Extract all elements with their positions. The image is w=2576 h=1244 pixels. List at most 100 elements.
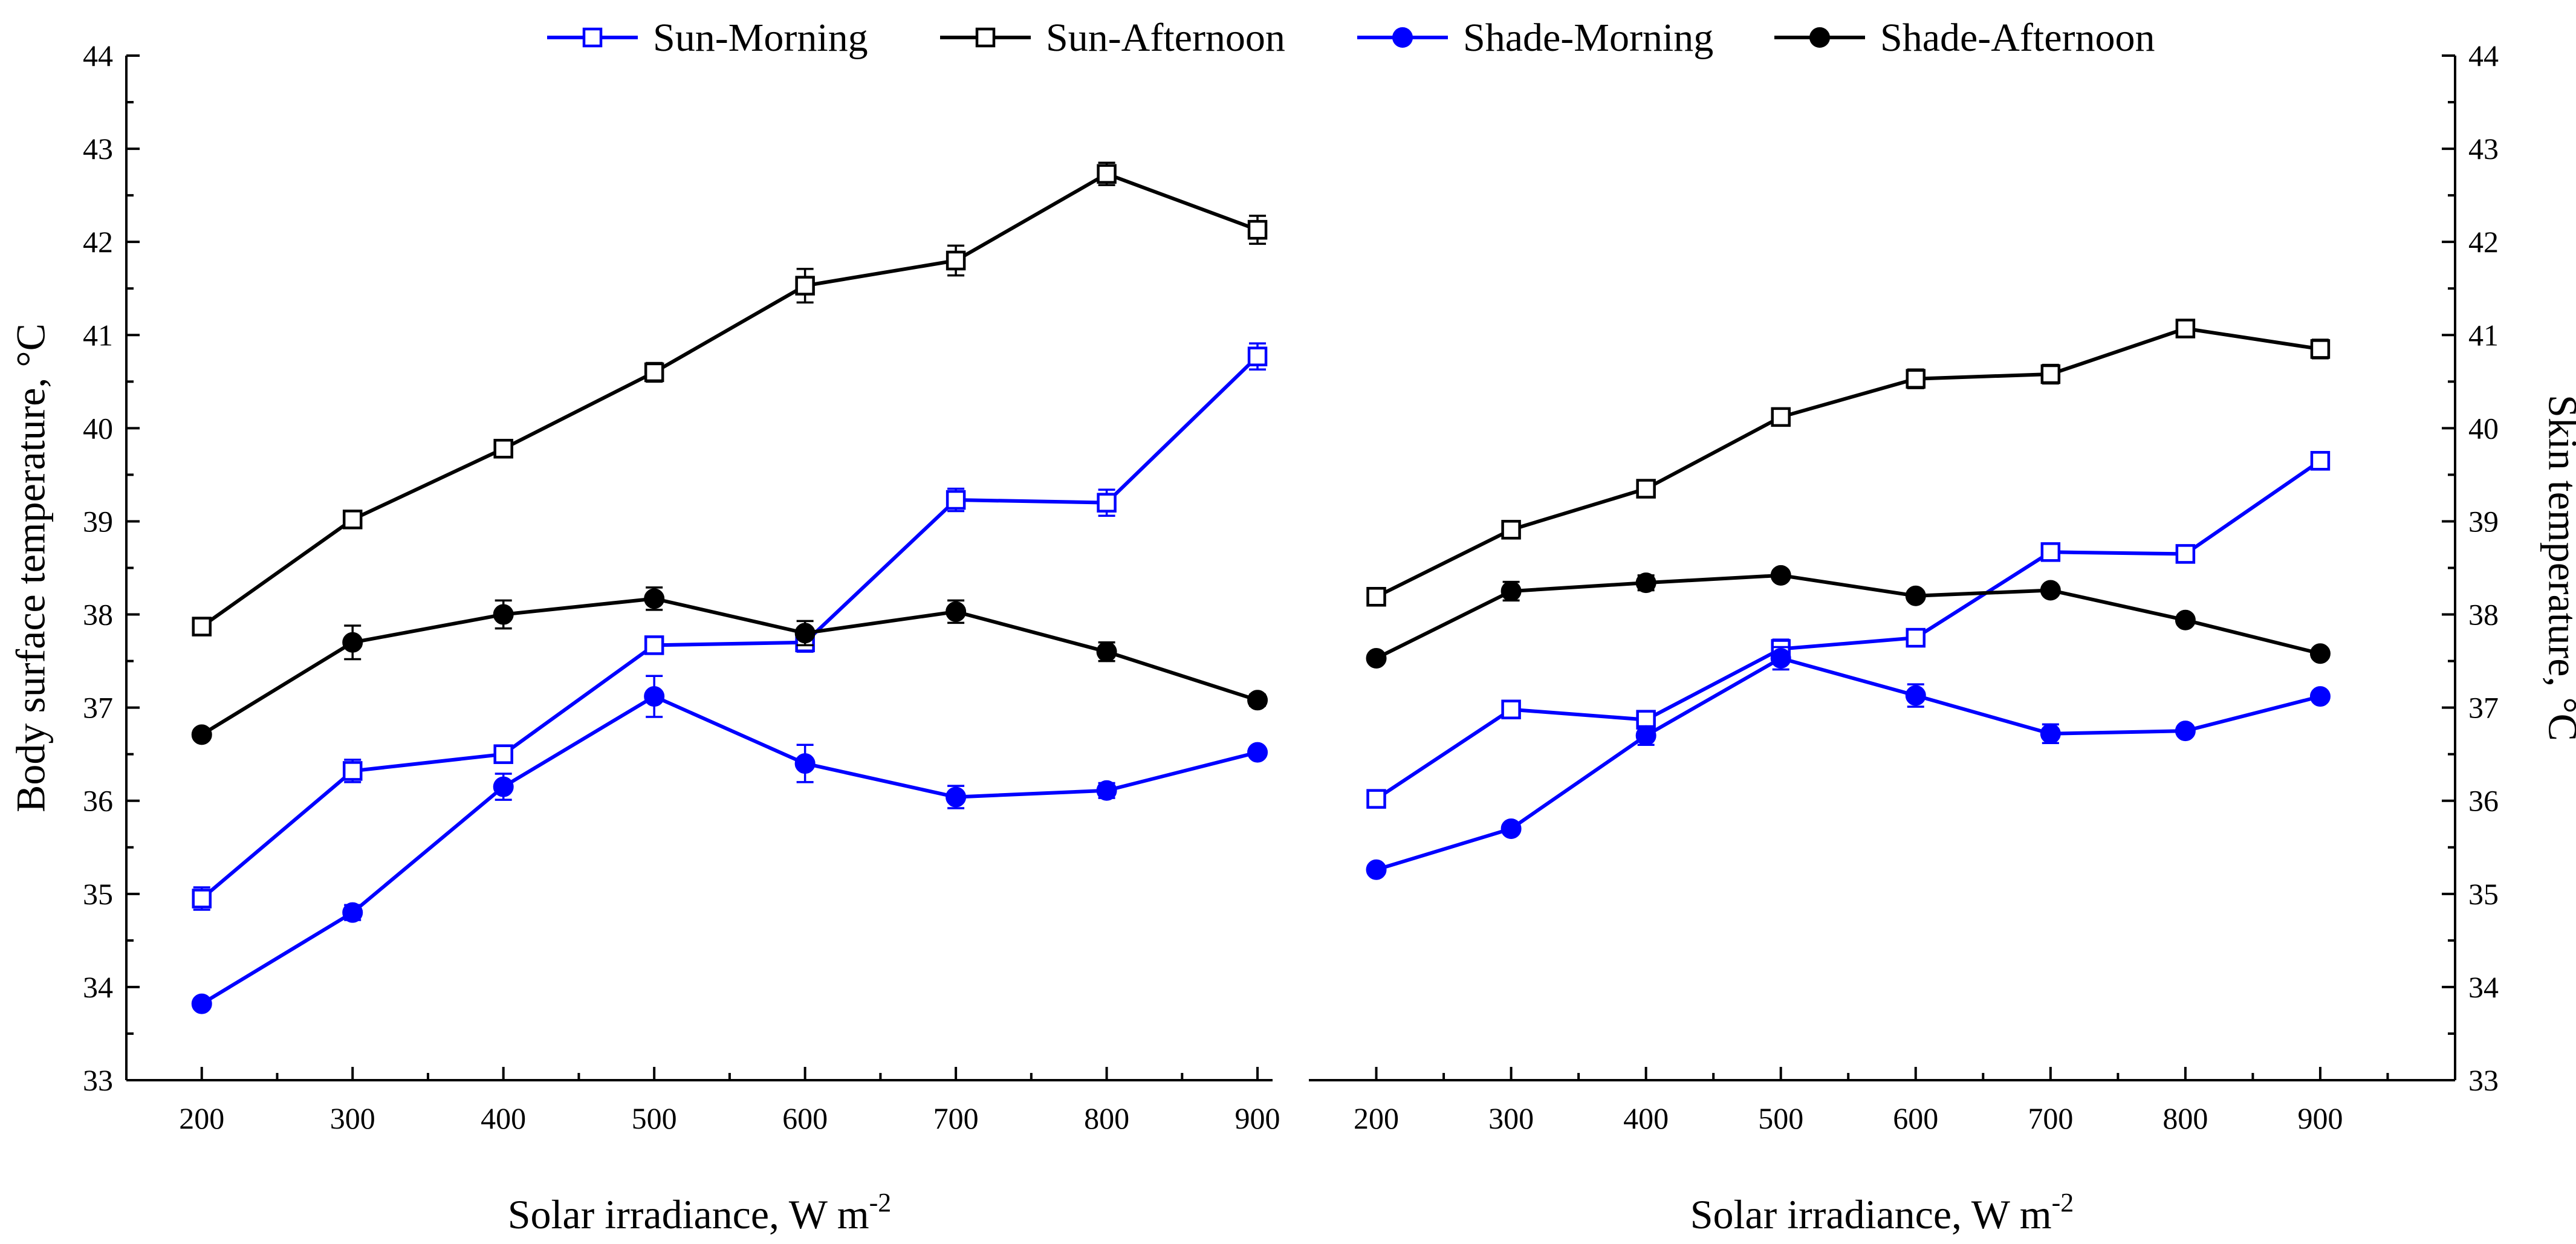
series-line-sun-afternoon	[1375, 326, 2321, 598]
x-axis-label-text: Solar irradiance, W m	[508, 1191, 869, 1237]
data-point-sun-afternoon	[1636, 479, 1656, 499]
x-tick-label: 800	[2162, 1101, 2208, 1135]
y-tick-label: 36	[83, 784, 113, 818]
data-point-sun-afternoon	[1501, 520, 1521, 540]
x-tick-label: 500	[632, 1101, 677, 1135]
legend-label: Shade-Afternoon	[1880, 16, 2155, 60]
series-shade-morning	[191, 675, 1268, 1014]
data-point-shade-afternoon	[946, 601, 967, 622]
x-tick-label: 300	[1488, 1101, 1534, 1135]
x-tick-label: 900	[1235, 1101, 1280, 1135]
data-point-shade-morning	[1635, 725, 1656, 746]
data-point-shade-morning	[2309, 686, 2331, 707]
data-point-shade-afternoon	[1096, 641, 1117, 662]
data-point-shade-morning	[794, 753, 816, 774]
data-point-sun-morning	[946, 490, 966, 510]
x-axis-label: Solar irradiance, W m-2	[508, 1188, 892, 1237]
y-tick-label: 37	[2468, 691, 2499, 725]
y-axis-label: Skin temperature, °C	[2540, 395, 2576, 741]
x-tick-label: 800	[1084, 1101, 1129, 1135]
data-point-sun-morning	[342, 761, 363, 781]
series-line-sun-morning	[1375, 459, 2321, 801]
x-axis-label-superscript: -2	[2052, 1188, 2074, 1217]
data-point-shade-afternoon	[644, 588, 665, 609]
data-point-sun-afternoon	[1247, 219, 1268, 240]
data-point-shade-afternoon	[1501, 581, 1522, 602]
y-tick-label: 35	[2468, 877, 2499, 911]
legend-item-shade-afternoon: Shade-Afternoon	[1774, 16, 2155, 60]
legend-item-sun-morning: Sun-Morning	[547, 16, 868, 60]
data-point-sun-morning	[2040, 542, 2061, 562]
y-axis-label: Body surface temperature, °C	[8, 323, 54, 812]
x-tick-label: 300	[330, 1101, 375, 1135]
legend-label: Sun-Afternoon	[1046, 16, 1285, 60]
legend-label: Sun-Morning	[653, 16, 868, 60]
x-axis-label-superscript: -2	[869, 1188, 892, 1217]
x-tick-label: 400	[1623, 1101, 1669, 1135]
series-line-shade-morning	[201, 694, 1258, 1006]
x-tick-label: 700	[933, 1101, 979, 1135]
data-point-shade-afternoon	[1247, 690, 1268, 711]
data-point-shade-morning	[342, 902, 363, 923]
y-tick-label: 44	[83, 39, 113, 73]
data-point-sun-morning	[2310, 451, 2331, 471]
data-point-shade-morning	[1096, 780, 1117, 801]
series-line-sun-afternoon	[200, 172, 1259, 629]
x-tick-label: 600	[1893, 1101, 1938, 1135]
y-tick-label: 39	[2468, 504, 2499, 538]
right-panel: 33 34 35 36 37 38 39 40 41 42 43 44 200 300 400 500 600 7…	[1309, 39, 2576, 1237]
x-tick-label: 200	[1354, 1101, 1399, 1135]
x-tick-label: 500	[1758, 1101, 1803, 1135]
data-point-sun-morning	[493, 744, 513, 764]
data-point-sun-afternoon	[946, 250, 966, 271]
data-point-sun-morning	[192, 889, 212, 909]
legend-label: Shade-Morning	[1463, 16, 1713, 60]
data-point-shade-morning	[1905, 685, 1926, 706]
y-tick-label: 41	[83, 318, 113, 352]
y-tick-label: 42	[2468, 225, 2499, 259]
data-point-shade-afternoon	[1366, 647, 1387, 669]
left-panel: 33 34 35 36 37 38 39 40 41 42 43 44 200 300 400 500 600 7…	[8, 39, 1280, 1237]
data-point-shade-afternoon	[1905, 585, 1926, 606]
data-point-sun-afternoon	[2310, 339, 2331, 359]
series-line-shade-afternoon	[1375, 573, 2321, 660]
data-point-sun-afternoon	[2040, 364, 2061, 384]
y-tick-label: 34	[2468, 970, 2499, 1004]
y-tick-label: 40	[83, 411, 113, 445]
data-point-shade-morning	[191, 993, 212, 1014]
data-point-sun-afternoon	[192, 617, 212, 637]
y-tick-label: 41	[2468, 318, 2499, 352]
y-tick-label: 40	[2468, 411, 2499, 445]
legend-marker	[975, 27, 996, 48]
data-point-sun-afternoon	[493, 439, 513, 459]
x-axis-label-text: Solar irradiance, W m	[1690, 1191, 2052, 1237]
y-tick-label: 43	[2468, 132, 2499, 166]
data-point-shade-afternoon	[2040, 580, 2061, 601]
data-point-shade-afternoon	[342, 632, 363, 653]
x-tick-label: 400	[481, 1101, 526, 1135]
legend-marker	[582, 27, 603, 48]
data-point-sun-morning	[1501, 699, 1521, 719]
data-point-shade-morning	[1247, 742, 1268, 763]
data-point-sun-morning	[1906, 627, 1926, 648]
data-point-sun-morning	[1247, 346, 1268, 366]
series-sun-afternoon	[1366, 319, 2331, 607]
series-shade-morning	[1366, 646, 2331, 880]
x-tick-label: 900	[2297, 1101, 2343, 1135]
data-point-shade-afternoon	[493, 604, 514, 625]
y-tick-label: 44	[2468, 39, 2499, 73]
y-tick-label: 33	[83, 1063, 113, 1097]
legend: Sun-Morning Sun-Afternoon Shade-Morning Sha…	[547, 16, 2155, 60]
data-point-shade-afternoon	[1770, 565, 1791, 586]
x-axis-label: Solar irradiance, W m-2	[1690, 1188, 2074, 1237]
data-point-sun-morning	[644, 635, 664, 655]
series-line-shade-afternoon	[201, 597, 1258, 736]
x-tick-label: 200	[179, 1101, 224, 1135]
data-point-shade-morning	[1501, 818, 1522, 839]
data-point-shade-morning	[493, 776, 514, 797]
legend-marker	[1809, 27, 1830, 48]
data-point-shade-morning	[2175, 721, 2196, 742]
data-point-sun-afternoon	[342, 510, 363, 530]
data-point-sun-afternoon	[644, 362, 664, 383]
